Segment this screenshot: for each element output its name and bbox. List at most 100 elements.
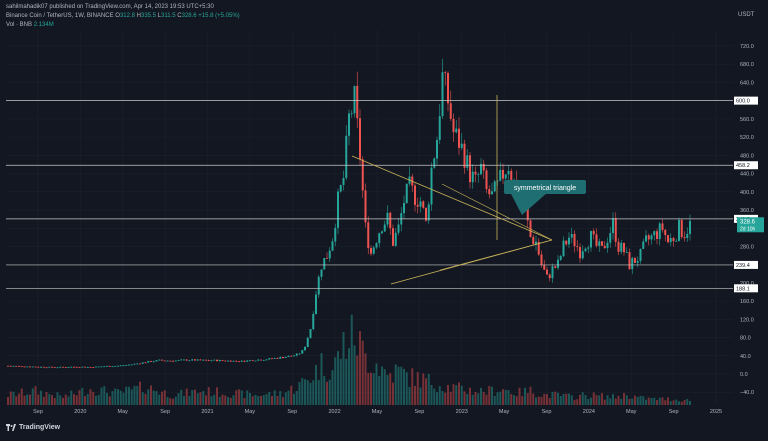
publisher-line: sahilmahadik07 published on TradingView.… — [6, 3, 214, 11]
volume-bar — [9, 391, 12, 405]
candle-body — [100, 366, 103, 368]
volume-bar — [458, 382, 460, 405]
volume-bar — [172, 398, 174, 405]
volume-bar — [359, 331, 361, 405]
candle-body — [529, 220, 532, 237]
volume-bar — [290, 385, 293, 405]
candle-body — [144, 362, 147, 364]
x-tick-label: 2025 — [710, 409, 722, 415]
volume-bar — [205, 395, 207, 405]
candle-body — [75, 366, 78, 368]
candle-body — [609, 233, 612, 243]
volume-bar — [592, 392, 595, 405]
candle-body — [45, 367, 48, 369]
candle-body — [394, 232, 397, 246]
annotation-callout: symmetrical triangle — [504, 180, 586, 215]
footer-brand[interactable]: TradingView — [6, 424, 60, 431]
candle-body — [590, 230, 592, 248]
candle-body — [625, 252, 628, 253]
volume-bar — [279, 391, 282, 405]
candle-body — [455, 128, 458, 133]
candle-body — [257, 359, 260, 361]
volume-value: 2.134M — [33, 22, 54, 28]
candle-body — [177, 360, 180, 361]
gridlines — [6, 30, 733, 405]
volume-bar — [315, 364, 317, 405]
volume-bar — [177, 393, 180, 405]
x-tick-label: May — [245, 409, 256, 415]
change-value: +15.8 (+5.05%) — [198, 13, 240, 19]
volume-bar — [75, 395, 78, 405]
volume-bar — [240, 390, 243, 405]
candle-body — [243, 360, 246, 362]
candle-body — [9, 365, 12, 367]
horizontal-levels — [6, 100, 733, 289]
volume-bar — [59, 395, 62, 405]
volume-bar — [653, 397, 656, 405]
x-tick-label: May — [372, 409, 383, 415]
x-tick-label: 2022 — [329, 409, 341, 415]
volume-bar — [515, 396, 518, 405]
time-axis[interactable]: Sep 2020 May Sep 2021 May Sep 2022 May Sep 2023 May… — [33, 409, 722, 415]
volume-bar — [257, 396, 260, 405]
candle-body — [59, 366, 62, 368]
volume-bar — [249, 392, 251, 405]
volume-bar — [40, 390, 42, 405]
candle-body — [416, 204, 419, 207]
candle-body — [642, 241, 645, 249]
volume-bar — [436, 392, 438, 405]
last-price-tag: 328.6 2d 10h — [737, 217, 764, 233]
volume-bar — [394, 364, 397, 405]
close-label: C — [177, 13, 182, 19]
volume-bar — [348, 348, 350, 405]
volume-bar — [246, 390, 249, 405]
volume-bar — [590, 397, 592, 405]
volume-bar — [414, 385, 416, 405]
tradingview-logo-icon — [6, 424, 16, 431]
candle-body — [282, 356, 284, 358]
candle-body — [345, 135, 348, 178]
candle-body — [235, 360, 238, 362]
candle-body — [320, 269, 323, 277]
volume-bar — [64, 394, 67, 405]
candle-body — [449, 103, 452, 119]
volume-bar — [97, 394, 100, 405]
candle-body — [232, 360, 235, 362]
y-tick-label: 560.0 — [740, 117, 754, 123]
y-tick-label: 440.0 — [740, 172, 754, 178]
candle-body — [306, 337, 309, 348]
candle-body — [491, 191, 493, 195]
x-tick-label: 2023 — [456, 409, 468, 415]
volume-bar — [678, 401, 680, 405]
candle-body — [23, 366, 26, 368]
candle-body — [381, 231, 383, 234]
volume-bar — [133, 385, 136, 405]
volume-bar — [34, 386, 37, 405]
volume-bars — [7, 314, 691, 405]
symbol-name[interactable]: Binance Coin / TetherUS, 1W, BINANCE — [6, 13, 114, 19]
volume-bar — [15, 396, 18, 405]
candle-body — [18, 365, 20, 367]
volume-bar — [229, 397, 232, 405]
volume-bar — [328, 379, 331, 405]
candle-body — [471, 171, 474, 183]
candle-body — [174, 360, 177, 362]
volume-bar — [155, 391, 158, 405]
candle-body — [70, 366, 73, 368]
volume-bar — [623, 392, 625, 405]
candle-body — [686, 233, 689, 239]
candle-body — [163, 360, 166, 362]
volume-bar — [584, 394, 587, 405]
volume-bar — [218, 396, 221, 405]
volume-bar — [320, 353, 323, 405]
volume-label[interactable]: Vol · BNB — [6, 22, 33, 28]
volume-bar — [403, 368, 405, 405]
volume-bar — [664, 400, 667, 405]
candle-body — [147, 361, 150, 363]
x-tick-label: Sep — [160, 409, 170, 415]
candle-body — [251, 360, 254, 362]
candle-body — [103, 366, 106, 368]
volume-bar — [180, 389, 183, 405]
